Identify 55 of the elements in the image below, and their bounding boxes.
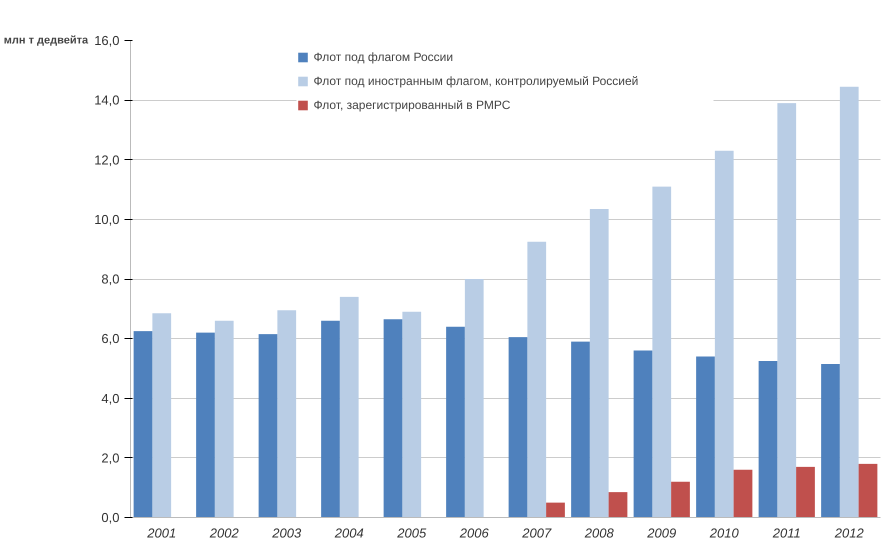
x-tick-label: 2008 [584,526,614,540]
bar [134,331,152,518]
bar [696,356,715,518]
x-tick-label: 2002 [208,526,240,540]
x-tick-label: 2001 [146,526,176,540]
bar [652,186,672,518]
bar [714,150,734,518]
bar [840,86,859,518]
legend-label: Флот под иностранным флагом, контролируемый Россией [314,74,640,88]
x-tick-label: 2007 [521,526,552,540]
x-tick-label: 2011 [772,526,801,540]
legend-label: Флот под флагом России [314,50,454,64]
x-tick-label: 2004 [334,526,364,540]
bar [196,332,215,518]
x-tick-label: 2003 [271,526,302,540]
bar [508,337,528,518]
y-tick-label: 12,0 [94,152,120,168]
y-tick-label: 14,0 [94,92,120,108]
bar [258,334,278,518]
x-tick-label: 2012 [834,526,864,540]
x-tick-label: 2005 [396,526,427,540]
y-tick-label: 16,0 [94,33,120,48]
y-axis-title: млн т дедвейта [4,34,90,46]
bar [777,103,796,518]
bar [821,364,840,518]
y-tick-label: 4,0 [101,390,120,406]
bar [758,360,778,518]
bar [671,482,690,518]
bar [796,466,815,518]
bar [858,464,878,518]
y-tick-label: 6,0 [101,331,120,346]
bar [527,242,546,518]
y-tick-label: 8,0 [101,272,120,286]
y-tick-label: 0,0 [101,510,120,525]
bar [734,470,752,518]
y-tick-label: 10,0 [94,212,120,227]
x-tick-label: 2009 [646,526,676,540]
legend-label: Флот, зарегистрированный в РМРС [314,98,512,112]
bar [277,310,296,518]
bar [571,342,590,518]
bar [546,502,565,518]
bar [464,279,484,518]
x-tick-label: 2006 [458,526,490,540]
bar [384,319,402,518]
y-tick-label: 2,0 [101,450,120,466]
bar [446,326,465,518]
bar [214,320,234,518]
bar [590,208,609,518]
x-tick-label: 2010 [708,526,740,540]
bar [402,312,422,518]
bar [321,320,340,518]
bar [634,350,652,518]
bar [340,296,359,518]
bar [152,313,172,518]
bar [608,492,628,518]
